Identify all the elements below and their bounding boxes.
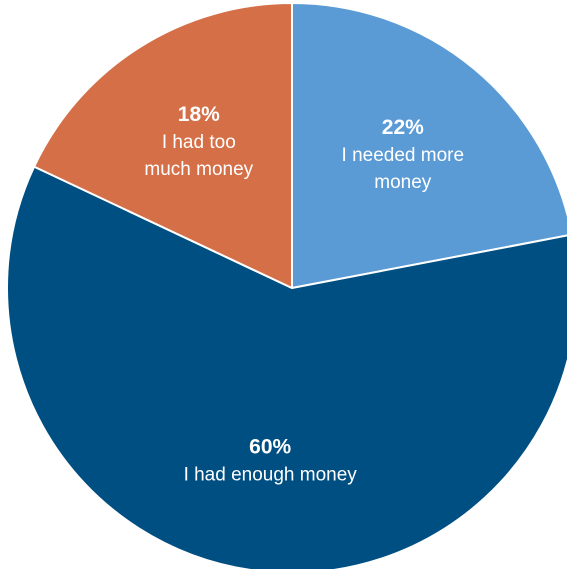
pie-slice-0 (291, 2, 567, 289)
slice-category-label-2-line-1: much money (144, 159, 253, 180)
slice-category-label-0-line-1: money (374, 172, 432, 193)
slice-category-label-1-line-0: I had enough money (184, 465, 358, 486)
slice-category-label-0-line-0: I needed more (342, 145, 465, 166)
pie-slices (5, 2, 567, 569)
slice-value-label-2: 18% (178, 103, 220, 126)
pie-labels: 22% I needed more money 60% I had enough mon… (144, 103, 464, 486)
pie-slice-1 (5, 165, 567, 569)
slice-value-label-0: 22% (382, 116, 424, 139)
slice-value-label-1: 60% (249, 436, 291, 459)
slice-category-label-2-line-0: I had too (162, 132, 236, 153)
pie-slice-2 (33, 2, 293, 289)
